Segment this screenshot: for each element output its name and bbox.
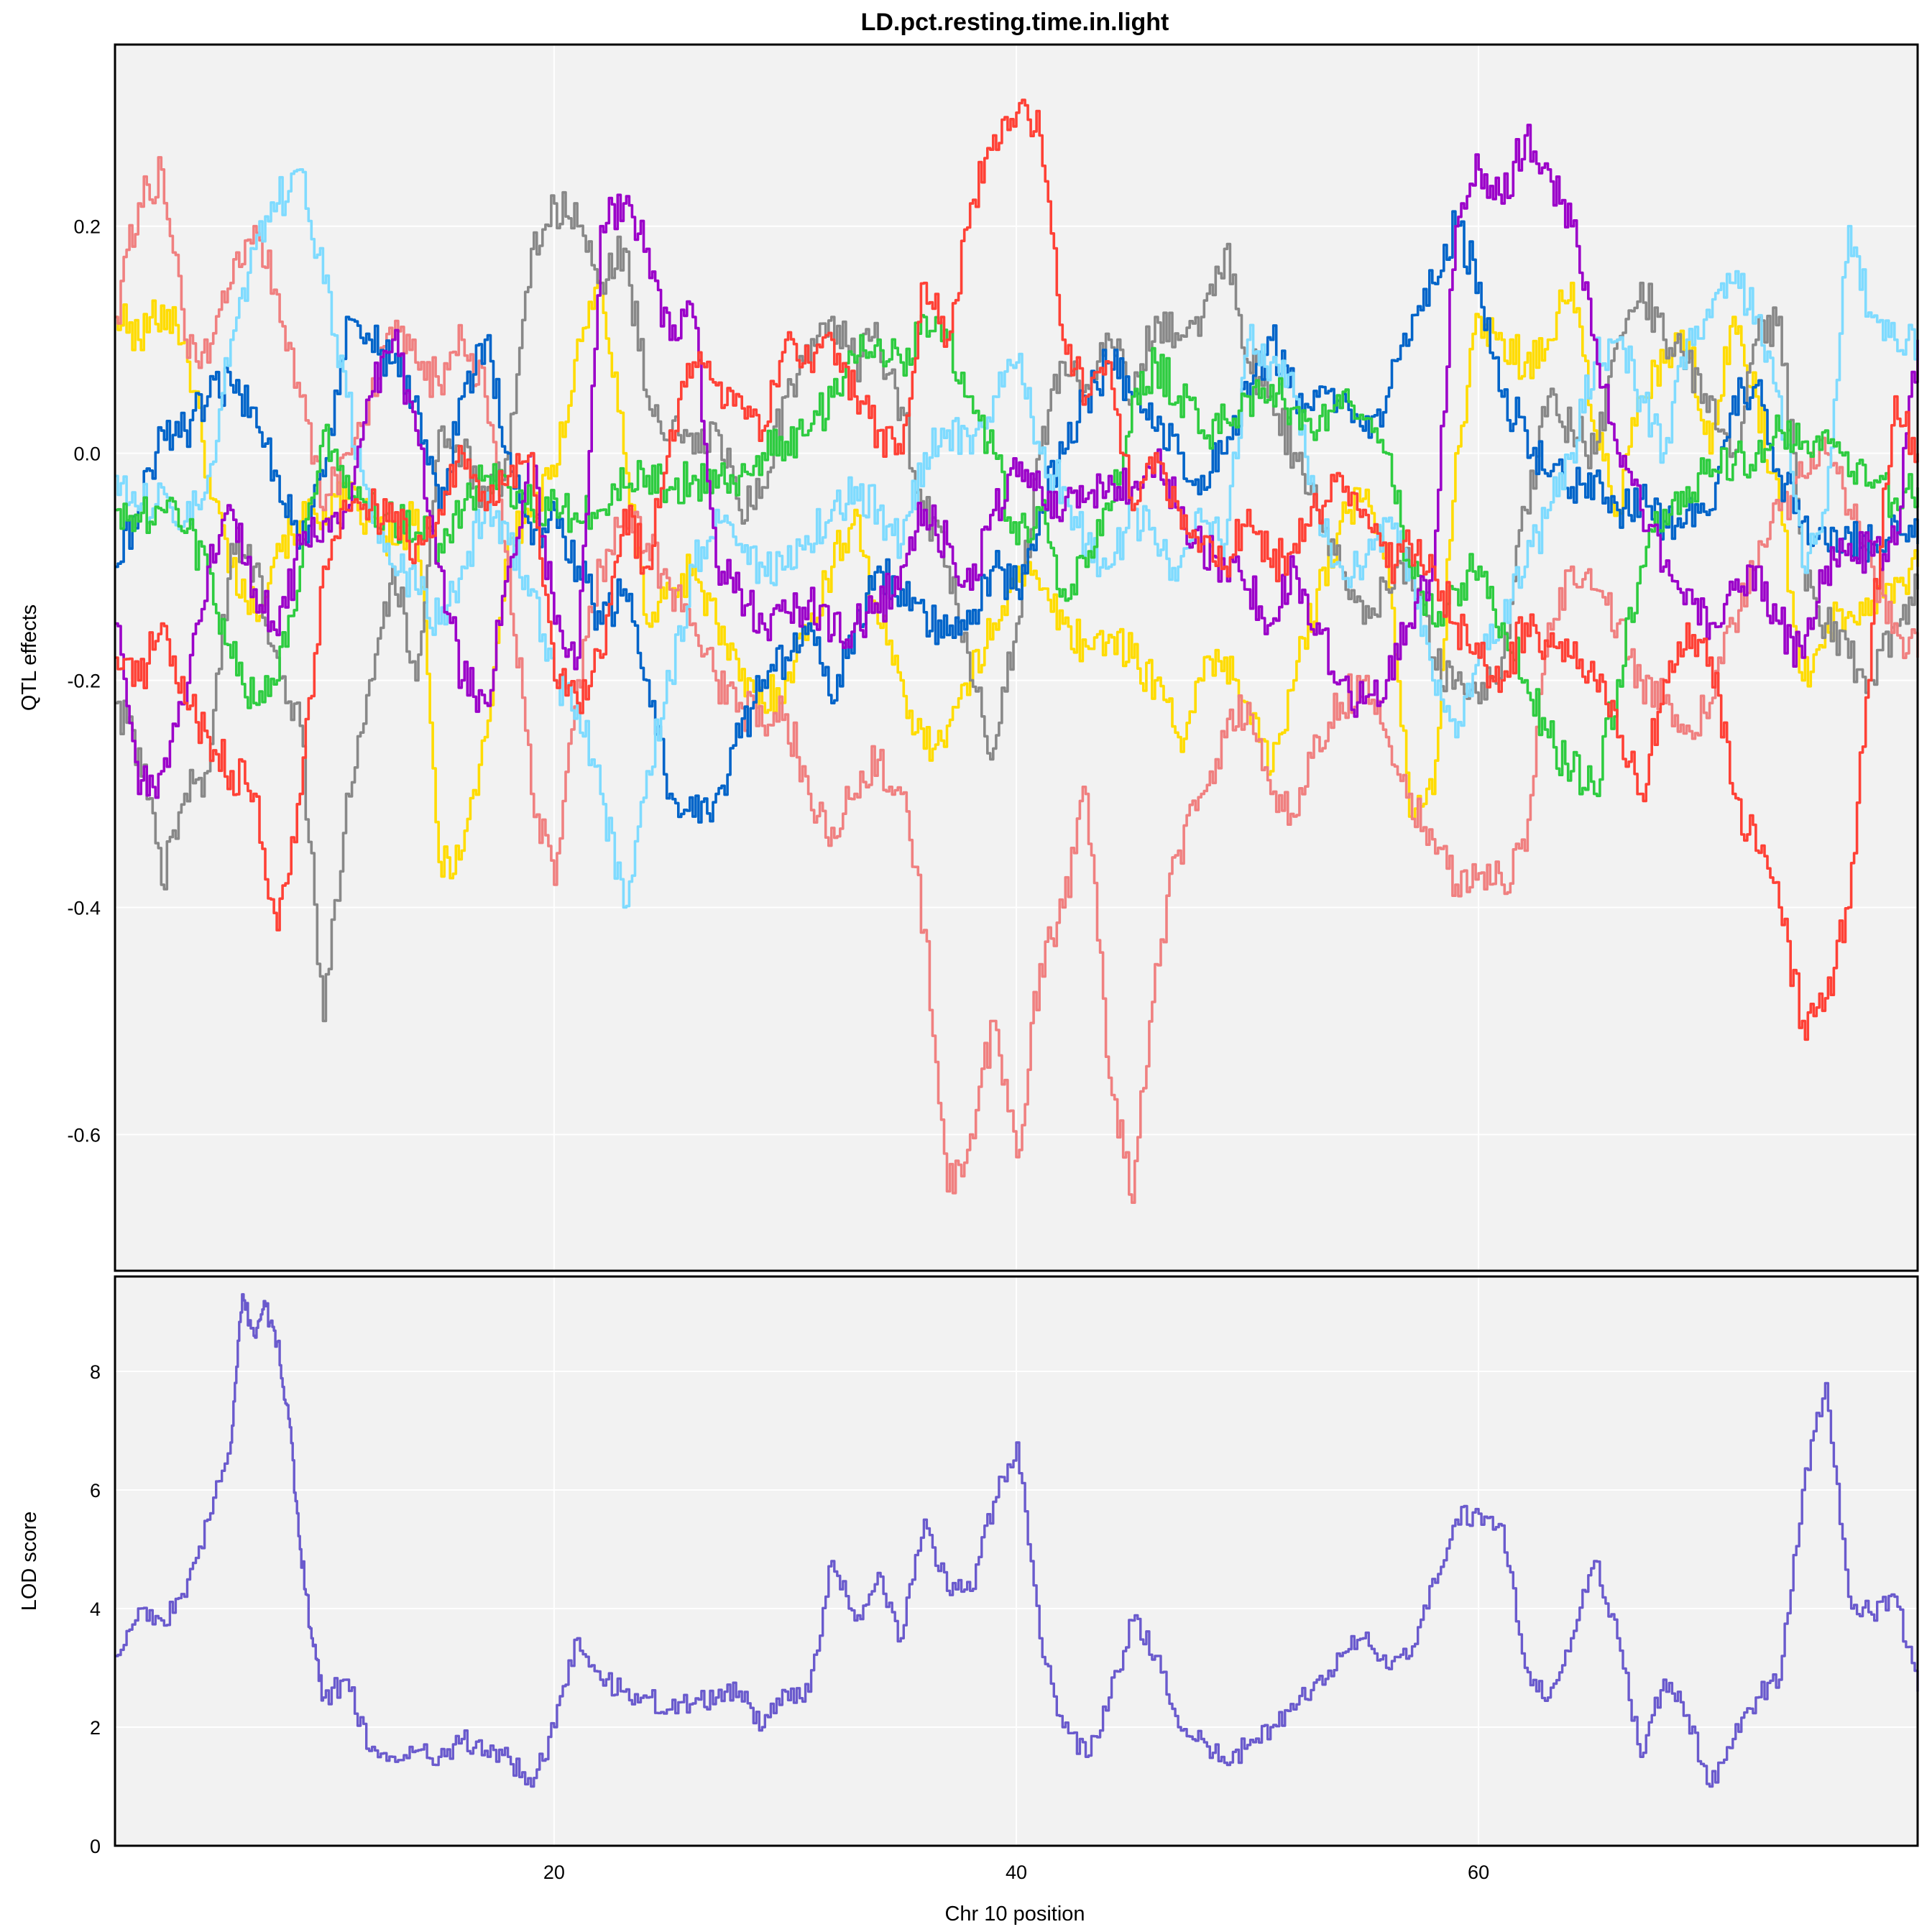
lod-y-tick-label: 8 bbox=[90, 1361, 101, 1383]
x-tick-label: 40 bbox=[1006, 1862, 1027, 1883]
lod-y-tick-label: 6 bbox=[90, 1480, 101, 1501]
lod-series-group bbox=[115, 1293, 1919, 1788]
lod-y-tick-label: 0 bbox=[90, 1836, 101, 1857]
effects-y-axis-label: QTL effects bbox=[18, 604, 41, 711]
effects-y-tick-label: -0.6 bbox=[67, 1124, 101, 1146]
lod-y-ticks: 0 2 4 6 8 bbox=[90, 1361, 101, 1857]
chart-title: LD.pct.resting.time.in.light bbox=[861, 9, 1169, 36]
lod-series-LOD bbox=[115, 1293, 1919, 1788]
effects-y-tick-label: 0.0 bbox=[73, 443, 101, 465]
effects-y-tick-label: 0.2 bbox=[73, 216, 101, 238]
lod-panel: 0 2 4 6 8 20 40 60 LOD score Chr 10 position bbox=[18, 1275, 1919, 1926]
effects-series-founder-G bbox=[115, 313, 1919, 798]
effects-series-group bbox=[115, 98, 1919, 1204]
effects-series-founder-B bbox=[115, 190, 1919, 1023]
x-axis-label: Chr 10 position bbox=[944, 1903, 1085, 1926]
effects-series-founder-H bbox=[115, 124, 1919, 799]
lod-y-tick-label: 2 bbox=[90, 1717, 101, 1739]
effects-series-founder-F bbox=[115, 168, 1919, 909]
effects-y-ticks: 0.2 0.0 -0.2 -0.4 -0.6 bbox=[67, 216, 101, 1146]
x-tick-label: 20 bbox=[543, 1862, 565, 1883]
lod-plot-frame bbox=[114, 1275, 1919, 1847]
effects-series-founder-C bbox=[115, 156, 1919, 1204]
effects-series-founder-D bbox=[115, 210, 1919, 824]
effects-y-tick-label: -0.4 bbox=[67, 898, 101, 919]
effects-y-tick-label: -0.2 bbox=[67, 671, 101, 692]
effects-series-founder-I bbox=[115, 98, 1919, 1041]
lod-x-ticks: 20 40 60 bbox=[543, 1862, 1489, 1883]
effects-panel: 0.2 0.0 -0.2 -0.4 -0.6 QTL effects bbox=[18, 43, 1919, 1272]
x-tick-label: 60 bbox=[1468, 1862, 1489, 1883]
lod-y-tick-label: 4 bbox=[90, 1598, 101, 1620]
lod-y-axis-label: LOD score bbox=[18, 1512, 41, 1611]
effects-plot-frame bbox=[114, 43, 1919, 1272]
